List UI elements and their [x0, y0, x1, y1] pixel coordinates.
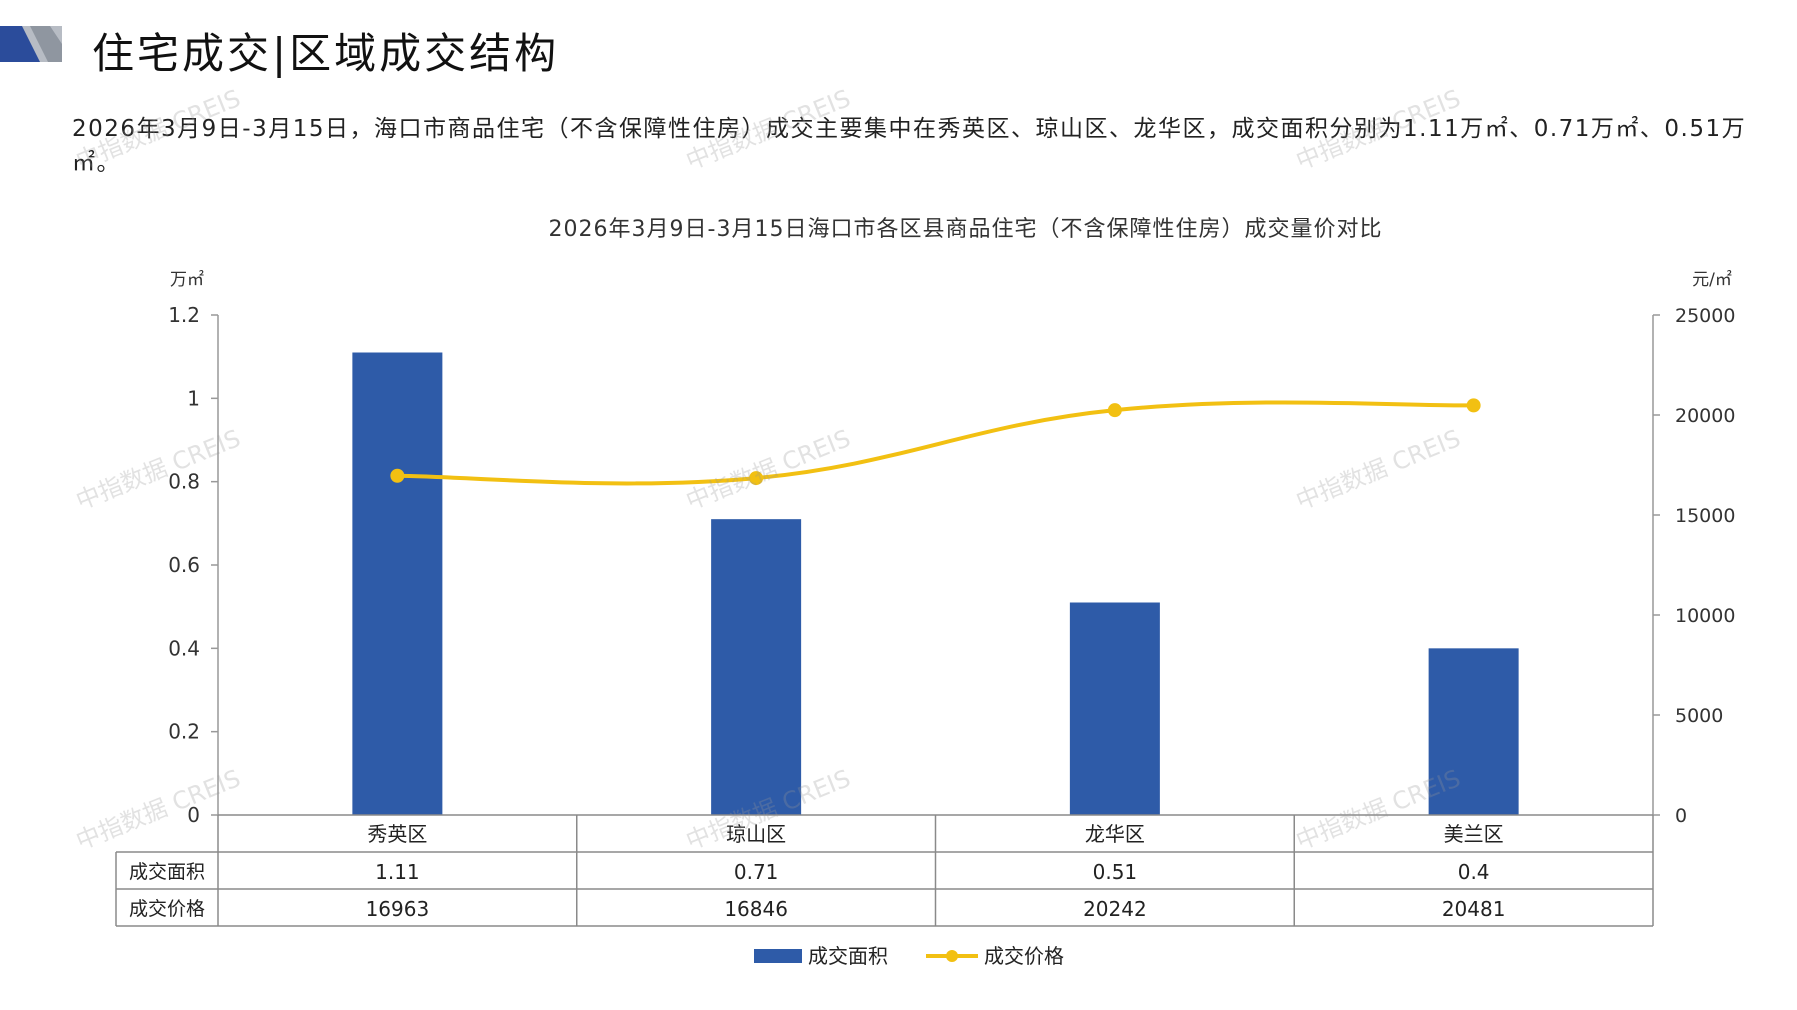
bar-3	[1069, 602, 1160, 815]
logo-shape	[0, 26, 62, 62]
summary-text: 2026年3月9日-3月15日，海口市商品住宅（不含保障性住房）成交主要集中在秀…	[72, 116, 1747, 176]
price-line	[397, 400, 1474, 486]
left-axis-tick-label: 0.8	[168, 470, 200, 494]
row-header-price: 成交价格	[129, 898, 205, 920]
price-value-label: 20481	[1442, 897, 1506, 921]
left-axis-tick-label: 1	[187, 386, 200, 410]
price-value-label: 20242	[1083, 897, 1147, 921]
price-point-3	[1107, 403, 1122, 418]
area-value-label: 0.51	[1093, 860, 1138, 884]
area-value-label: 1.11	[375, 860, 420, 884]
left-axis-tick-label: 0.6	[168, 553, 200, 577]
row-header-area: 成交面积	[129, 861, 205, 883]
price-value-label: 16963	[366, 897, 430, 921]
category-label: 龙华区	[1085, 822, 1145, 846]
header: 住宅成交|区域成交结构	[0, 0, 1797, 100]
right-axis-tick-label: 0	[1675, 805, 1687, 827]
bar-1	[352, 352, 443, 815]
right-axis-tick-label: 10000	[1675, 605, 1735, 627]
legend-label-area: 成交面积	[808, 944, 888, 968]
category-label: 美兰区	[1444, 822, 1504, 846]
page-title: 住宅成交|区域成交结构	[92, 29, 560, 78]
left-axis-unit: 万㎡	[170, 270, 204, 290]
price-point-1	[390, 468, 405, 483]
right-axis-tick-label: 15000	[1675, 505, 1735, 527]
right-axis-tick-label: 25000	[1675, 305, 1735, 327]
legend-marker-price	[946, 950, 958, 962]
left-axis-tick-label: 1.2	[168, 303, 200, 327]
price-value-label: 16846	[724, 897, 788, 921]
chart-title: 2026年3月9日-3月15日海口市各区县商品住宅（不含保障性住房）成交量价对比	[549, 217, 1383, 242]
right-axis-tick-label: 5000	[1675, 705, 1723, 727]
bar-4	[1428, 648, 1519, 815]
price-point-4	[1466, 398, 1481, 413]
left-axis-tick-label: 0.4	[168, 636, 200, 660]
category-label: 琼山区	[726, 822, 786, 846]
right-axis-tick-label: 20000	[1675, 405, 1735, 427]
category-label: 秀英区	[367, 822, 427, 846]
price-point-2	[749, 471, 764, 486]
area-value-label: 0.71	[734, 860, 779, 884]
bar-2	[711, 519, 802, 815]
right-axis-unit: 元/㎡	[1692, 270, 1732, 290]
legend-label-price: 成交价格	[984, 944, 1064, 968]
legend-swatch-area	[754, 949, 802, 963]
left-axis-tick-label: 0	[187, 803, 200, 827]
left-axis-tick-label: 0.2	[168, 720, 200, 744]
area-value-label: 0.4	[1458, 860, 1490, 884]
